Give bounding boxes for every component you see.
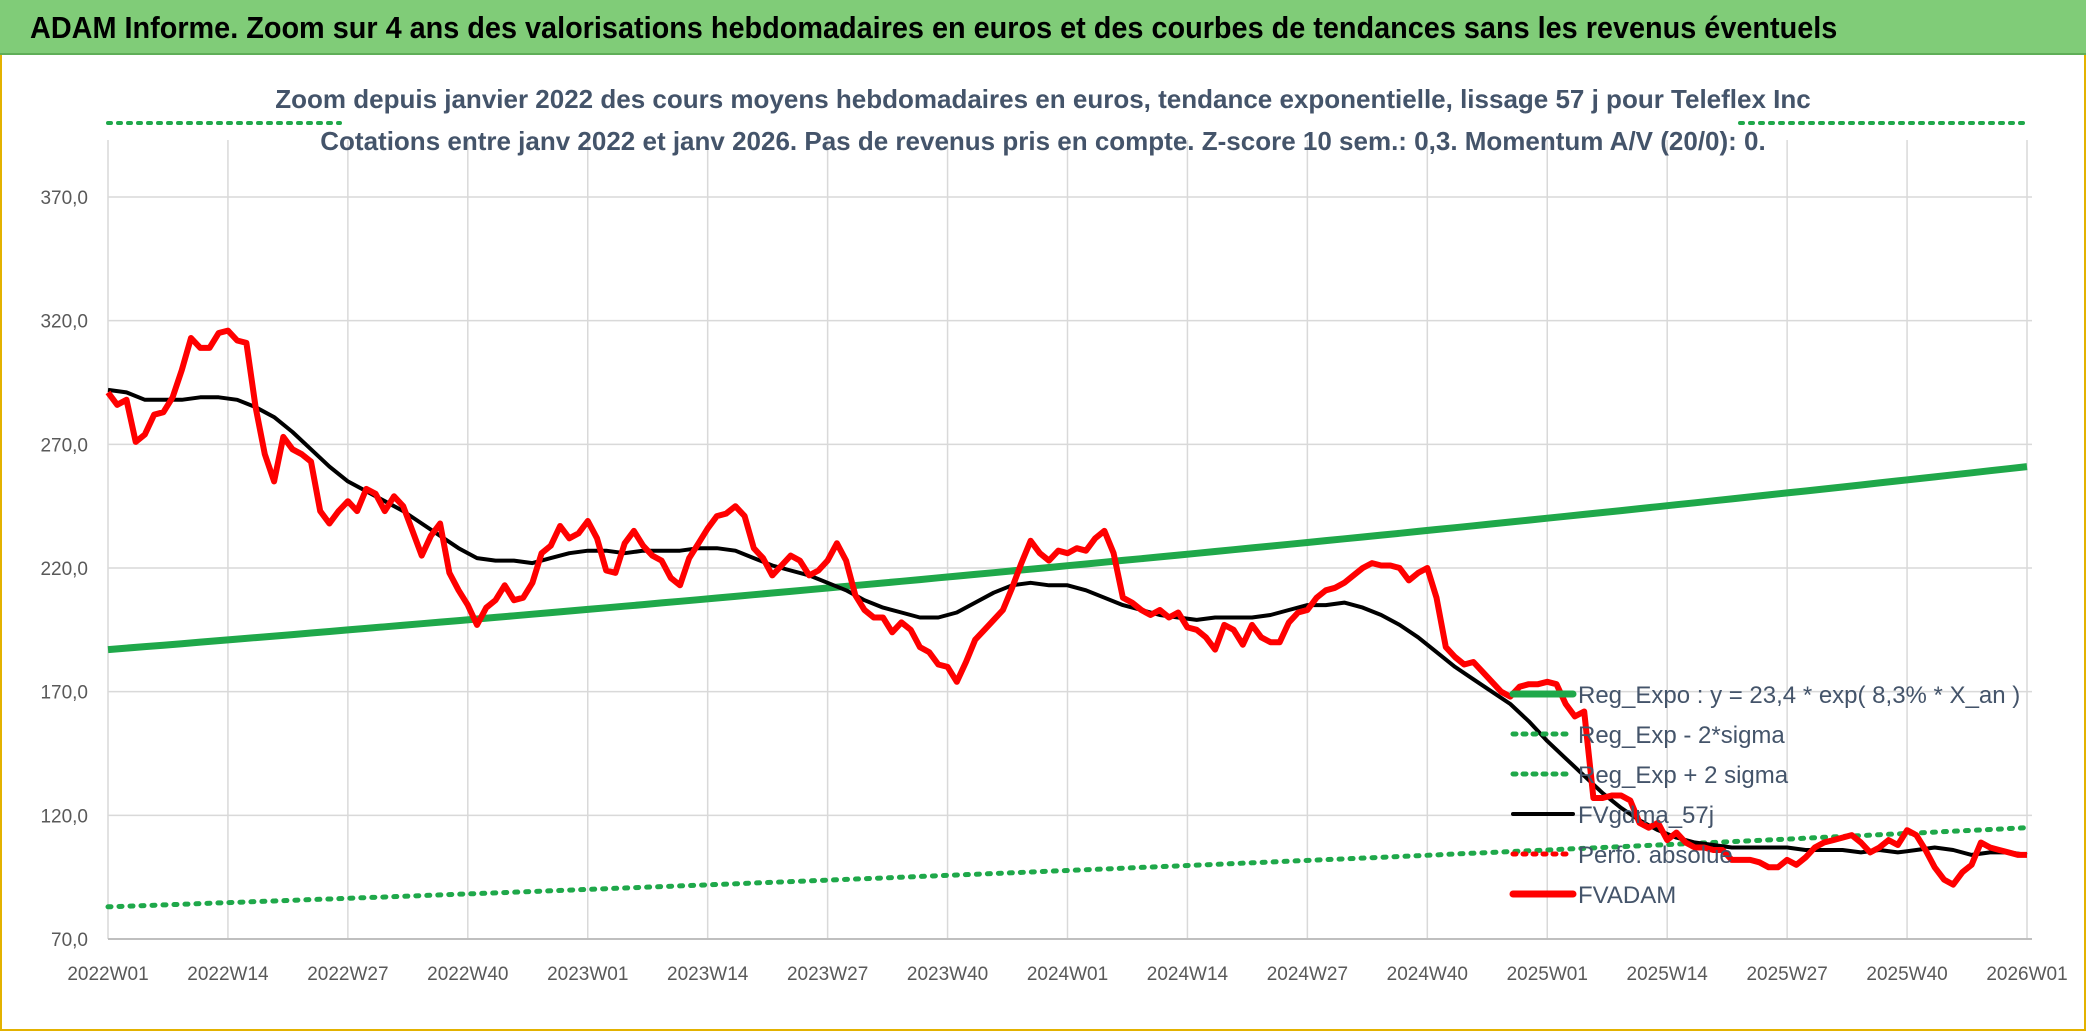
series-fvgdma-57j: [107, 387, 2028, 857]
chart-title-line1: Zoom depuis janvier 2022 des cours moyen…: [275, 84, 1811, 114]
x-tick-label: 2022W27: [307, 964, 388, 985]
x-tick-label: 2023W40: [907, 964, 988, 985]
x-tick-label: 2023W01: [547, 964, 628, 985]
x-tick-label: 2024W40: [1387, 964, 1468, 985]
series-layer: [105, 121, 2030, 910]
x-tick-label: 2023W14: [667, 964, 749, 985]
y-tick-label: 370,0: [40, 188, 88, 209]
legend-label: Perfo. absolue: [1578, 842, 1733, 869]
y-tick-label: 70,0: [51, 930, 88, 951]
x-tick-label: 2025W14: [1627, 964, 1709, 985]
legend: Reg_Expo : y = 23,4 * exp( 8,3% * X_an )…: [1509, 682, 2020, 909]
grid-lines: [107, 140, 2032, 940]
x-tick-label: 2025W40: [1866, 964, 1947, 985]
report-title: ADAM Informe. Zoom sur 4 ans des valoris…: [30, 10, 1838, 45]
y-tick-label: 270,0: [40, 435, 88, 456]
series-reg-expo: [107, 463, 2028, 654]
y-axis-ticks: 70,0 120,0 170,0 220,0 270,0 320,0 370,0: [40, 188, 88, 951]
x-axis-ticks: 2022W01 2022W14 2022W27 2022W40 2023W01 2023W…: [67, 964, 2067, 985]
y-tick-label: 120,0: [40, 806, 88, 827]
legend-label: FVgdma_57j: [1578, 802, 1714, 829]
x-tick-label: 2024W01: [1027, 964, 1108, 985]
x-tick-label: 2024W14: [1147, 964, 1229, 985]
x-tick-label: 2025W01: [1507, 964, 1588, 985]
x-tick-label: 2022W14: [187, 964, 269, 985]
report-header: ADAM Informe. Zoom sur 4 ans des valoris…: [0, 0, 2086, 55]
x-tick-label: 2022W01: [67, 964, 148, 985]
y-tick-label: 320,0: [40, 312, 88, 333]
legend-label: FVADAM: [1578, 882, 1676, 909]
x-tick-label: 2022W40: [427, 964, 508, 985]
x-tick-label: 2026W01: [1986, 964, 2067, 985]
y-tick-label: 170,0: [40, 683, 88, 704]
series-fvadam: [105, 327, 2027, 888]
x-tick-label: 2023W27: [787, 964, 868, 985]
x-tick-label: 2025W27: [1746, 964, 1827, 985]
legend-label: Reg_Expo : y = 23,4 * exp( 8,3% * X_an ): [1578, 682, 2020, 709]
chart-title-line2: Cotations entre janv 2022 et janv 2026. …: [320, 126, 1766, 156]
y-tick-label: 220,0: [40, 559, 88, 580]
x-tick-label: 2024W27: [1267, 964, 1348, 985]
legend-label: Reg_Exp - 2*sigma: [1578, 722, 1785, 749]
legend-label: Reg_Exp + 2 sigma: [1578, 762, 1789, 789]
